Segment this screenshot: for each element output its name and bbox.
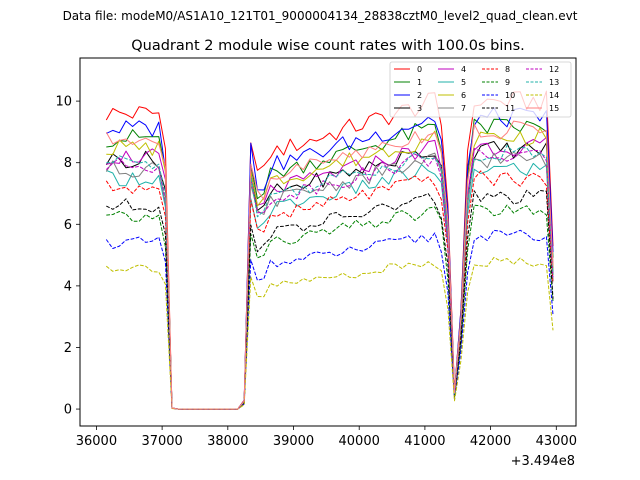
legend-label-1: 1 <box>417 78 422 87</box>
legend-label-8: 8 <box>505 65 510 74</box>
legend-label-12: 12 <box>549 65 559 74</box>
x-tick-label: 39000 <box>273 434 314 449</box>
figure-suptitle: Data file: modeM0/AS1A10_121T01_90000041… <box>63 9 578 23</box>
chart-title: Quadrant 2 module wise count rates with … <box>131 38 525 54</box>
x-tick-label: 42000 <box>470 434 511 449</box>
legend-label-11: 11 <box>505 104 515 113</box>
legend-label-3: 3 <box>417 104 422 113</box>
legend-label-5: 5 <box>461 78 466 87</box>
legend-label-7: 7 <box>461 104 466 113</box>
legend-label-2: 2 <box>417 91 422 100</box>
series-layer <box>105 90 554 410</box>
legend-label-14: 14 <box>549 91 559 100</box>
y-tick-label: 0 <box>64 403 72 418</box>
legend-frame <box>389 61 572 118</box>
y-axis: 0 2 4 6 8 10 <box>55 95 80 418</box>
x-tick-label: 38000 <box>207 434 248 449</box>
legend-label-13: 13 <box>549 78 559 87</box>
legend-label-6: 6 <box>461 91 466 100</box>
x-axis: 36000 37000 38000 39000 40000 41000 42000 43000 <box>76 426 577 449</box>
y-tick-label: 4 <box>64 279 72 294</box>
x-axis-offset-label: +3.494e8 <box>511 454 575 469</box>
y-tick-label: 6 <box>64 218 72 233</box>
x-tick-label: 37000 <box>141 434 182 449</box>
series-line-15 <box>105 120 554 410</box>
legend-label-15: 15 <box>549 104 559 113</box>
x-tick-label: 36000 <box>76 434 117 449</box>
legend-label-9: 9 <box>505 78 510 87</box>
y-tick-label: 2 <box>64 341 72 356</box>
series-line-9 <box>106 204 554 410</box>
x-tick-label: 40000 <box>339 434 380 449</box>
legend-label-4: 4 <box>461 65 466 74</box>
legend-label-10: 10 <box>505 91 515 100</box>
y-tick-label: 10 <box>55 95 72 110</box>
x-tick-label: 43000 <box>536 434 577 449</box>
x-tick-label: 41000 <box>404 434 445 449</box>
plot-area-frame <box>79 57 577 427</box>
y-tick-label: 8 <box>64 156 72 171</box>
legend-label-0: 0 <box>417 65 422 74</box>
